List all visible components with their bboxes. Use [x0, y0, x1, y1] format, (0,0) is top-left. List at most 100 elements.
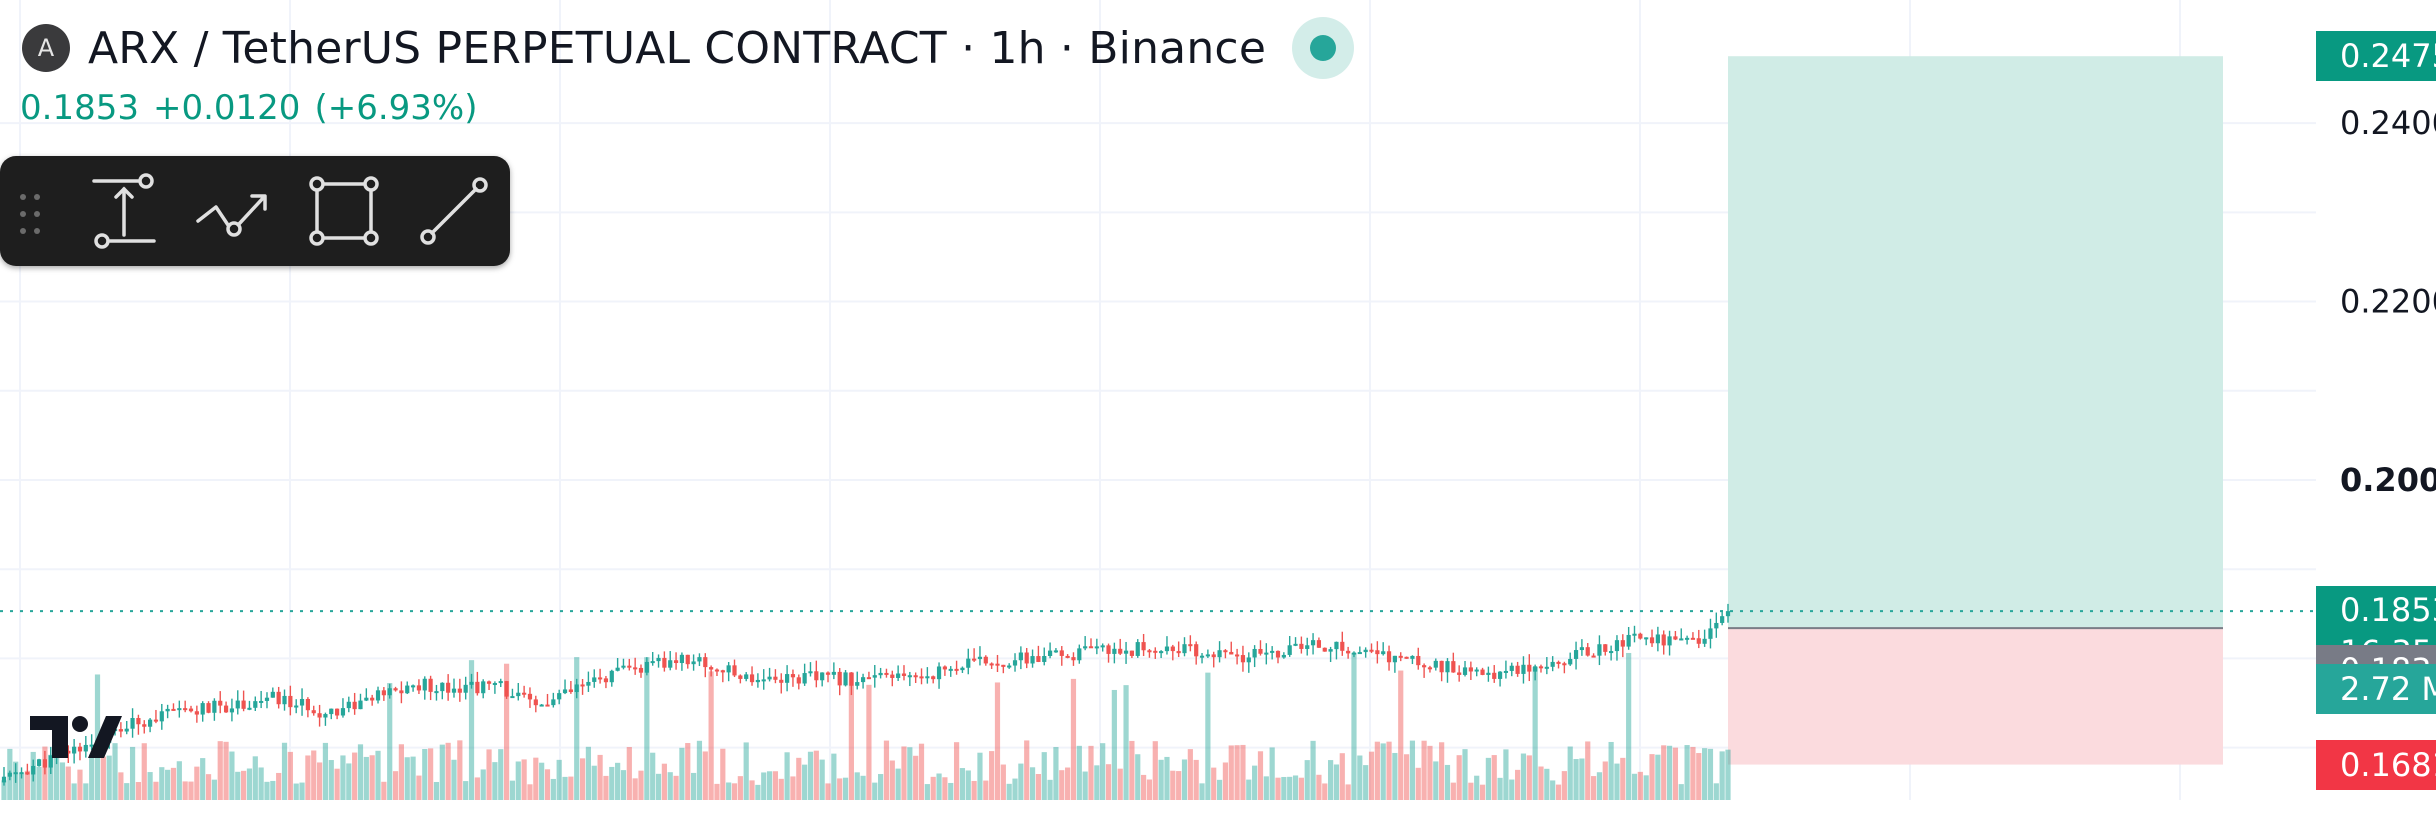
volume-bar	[235, 771, 241, 800]
volume-bar	[1181, 759, 1188, 800]
candle-body	[1655, 634, 1660, 644]
candle-body	[504, 681, 509, 697]
candle-body	[136, 718, 141, 725]
candle-body	[148, 719, 153, 727]
volume-bar	[579, 758, 586, 800]
symbol-badge[interactable]: A	[22, 24, 70, 72]
candle-body	[1316, 640, 1322, 648]
live-dot-icon	[1310, 35, 1337, 61]
volume-bar	[1713, 783, 1719, 800]
volume-bar	[1164, 756, 1170, 800]
candle-body	[510, 696, 515, 699]
candle-body	[597, 677, 603, 680]
candle-body	[767, 676, 772, 680]
candle-body	[206, 703, 211, 713]
candle-body	[1538, 666, 1544, 669]
volume-bar	[1637, 771, 1643, 800]
candle-body	[1398, 655, 1403, 658]
volume-bar	[901, 746, 907, 800]
candle-body	[638, 667, 644, 673]
candle-body	[1299, 643, 1304, 649]
candle-body	[48, 755, 53, 768]
candle-body	[218, 700, 223, 706]
volume-bar	[667, 772, 673, 800]
volume-bar	[1409, 740, 1416, 800]
volume-bar	[1433, 761, 1439, 800]
candle-body	[410, 685, 416, 688]
volume-bar	[486, 749, 492, 800]
candle-body	[1439, 660, 1444, 673]
volume-bar	[965, 770, 971, 800]
candle-body	[691, 661, 696, 665]
volume-bar	[322, 742, 329, 800]
candle-body	[223, 705, 229, 713]
stop-price-label[interactable]: 0.1681	[2316, 739, 2436, 790]
volume-bar	[918, 743, 925, 800]
volume-bar	[1515, 769, 1521, 800]
volume-bar	[1, 780, 7, 800]
candle-body	[247, 707, 252, 710]
volume-bar	[135, 782, 142, 800]
candle-body	[527, 693, 533, 700]
volume-label[interactable]: 2.72 M	[2316, 664, 2436, 714]
volume-bar	[1333, 764, 1340, 800]
candle-body	[463, 684, 468, 693]
candle-body	[574, 684, 579, 693]
candle-body	[364, 697, 369, 701]
volume-bar	[895, 768, 901, 800]
candle-body	[381, 690, 386, 696]
price-range-icon[interactable]	[84, 171, 164, 251]
candle-body	[1106, 645, 1111, 654]
volume-bar	[211, 779, 217, 800]
trend-line-icon[interactable]	[414, 171, 494, 251]
candle-body	[1141, 642, 1146, 651]
volume-bar	[1392, 752, 1398, 800]
volume-bar	[1427, 745, 1433, 800]
target-price-label[interactable]: 0.2475	[2316, 31, 2436, 82]
volume-bar	[129, 746, 136, 800]
volume-bar	[270, 780, 276, 800]
candle-body	[983, 656, 988, 664]
path-icon[interactable]	[194, 171, 274, 251]
candle-body	[1042, 656, 1047, 662]
volume-bar	[1135, 754, 1141, 800]
volume-bar	[591, 765, 597, 800]
volume-bar	[1059, 770, 1065, 800]
volume-bar	[1065, 767, 1071, 800]
volume-bar	[883, 740, 890, 800]
candle-body	[1071, 657, 1076, 661]
volume-bar	[1696, 753, 1702, 800]
candle-body	[1094, 646, 1099, 649]
candle-body	[831, 671, 836, 675]
volume-bar	[100, 756, 106, 800]
candle-body	[732, 665, 737, 676]
volume-bar	[1456, 755, 1462, 800]
candle-body	[557, 693, 562, 700]
candle-body	[1012, 660, 1018, 666]
candle-body	[609, 670, 614, 683]
candle-body	[1164, 646, 1170, 652]
volume-bar	[1661, 745, 1667, 800]
candle-body	[989, 663, 994, 666]
volume-bar	[527, 784, 533, 800]
candle-body	[235, 700, 240, 709]
candle-body	[720, 670, 725, 673]
market-status-indicator[interactable]	[1292, 17, 1355, 79]
volume-bar	[433, 781, 440, 800]
candle-body	[562, 689, 568, 694]
symbol-title[interactable]: ARX / TetherUS PERPETUAL CONTRACT · 1h ·…	[88, 22, 1267, 74]
volume-bar	[942, 777, 948, 800]
candle-body	[434, 691, 439, 694]
candle-body	[1217, 650, 1222, 658]
rectangle-icon[interactable]	[304, 171, 384, 251]
volume-bar	[731, 783, 738, 800]
volume-bar	[1339, 753, 1345, 800]
drag-handle-icon[interactable]	[18, 192, 44, 236]
volume-bar	[1485, 757, 1491, 800]
candle-body	[790, 674, 796, 678]
volume-bar	[1252, 765, 1258, 800]
volume-bar	[848, 672, 854, 800]
candle-body	[1708, 628, 1713, 639]
volume-bar	[1520, 753, 1527, 800]
